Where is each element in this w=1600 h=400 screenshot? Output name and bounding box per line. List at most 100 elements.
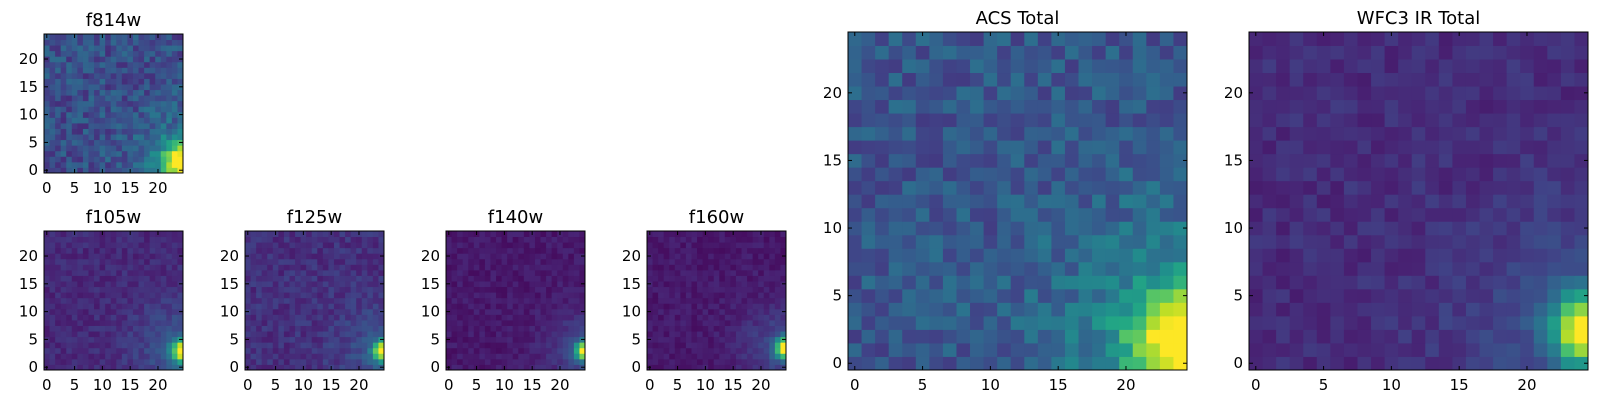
heatmap-cell <box>295 325 302 332</box>
heatmap-cell <box>1493 140 1508 155</box>
heatmap-cell <box>457 358 464 365</box>
heatmap-cell <box>60 56 67 63</box>
heatmap-cell <box>1520 221 1535 236</box>
heatmap-cell <box>512 353 519 360</box>
heatmap-cell <box>741 353 748 360</box>
heatmap-cell <box>573 269 580 276</box>
heatmap-cell <box>350 258 357 265</box>
heatmap-cell <box>523 292 530 299</box>
heatmap-cell <box>501 325 508 332</box>
heatmap-cell <box>94 258 101 265</box>
heatmap-cell <box>121 353 128 360</box>
y-tick-label: 5 <box>229 330 239 348</box>
heatmap-cell <box>339 253 346 260</box>
heatmap-cell <box>1024 99 1039 114</box>
heatmap-cell <box>55 331 62 338</box>
heatmap-cell <box>171 303 178 310</box>
heatmap-cell <box>490 353 497 360</box>
heatmap-cell <box>970 356 985 371</box>
heatmap-cell <box>1064 221 1079 236</box>
heatmap-cell <box>278 292 285 299</box>
heatmap-cell <box>171 100 178 107</box>
heatmap-cell <box>99 275 106 282</box>
heatmap-cell <box>144 78 151 85</box>
heatmap-cell <box>138 281 145 288</box>
heatmap-cell <box>77 128 84 135</box>
heatmap-cell <box>691 353 698 360</box>
heatmap-cell <box>1533 221 1548 236</box>
heatmap-cell <box>356 342 363 349</box>
heatmap-cell <box>468 269 475 276</box>
heatmap-cell <box>741 342 748 349</box>
heatmap-cell <box>138 236 145 243</box>
y-tick-label: 15 <box>421 275 440 293</box>
heatmap-cell <box>1398 288 1413 303</box>
heatmap-cell <box>144 34 151 41</box>
heatmap-cell <box>278 325 285 332</box>
heatmap-cell <box>77 56 84 63</box>
heatmap-cell <box>256 364 263 371</box>
heatmap-cell <box>105 72 112 79</box>
heatmap-cell <box>970 234 985 249</box>
heatmap-cell <box>149 286 156 293</box>
heatmap-cell <box>490 364 497 371</box>
heatmap-cell <box>1493 32 1508 46</box>
heatmap-cell <box>256 353 263 360</box>
heatmap-cell <box>685 331 692 338</box>
heatmap-cell <box>105 253 112 260</box>
heatmap-cell <box>295 303 302 310</box>
heatmap-cell <box>1506 72 1521 87</box>
heatmap-cell <box>1452 32 1467 46</box>
heatmap-cell <box>295 314 302 321</box>
heatmap-cell <box>473 308 480 315</box>
heatmap-cell <box>94 253 101 260</box>
heatmap-cell <box>719 297 726 304</box>
heatmap-cell <box>1398 180 1413 195</box>
heatmap-cell <box>55 100 62 107</box>
heatmap-cell <box>1520 207 1535 222</box>
heatmap-cell <box>468 347 475 354</box>
heatmap-cell <box>60 61 67 68</box>
heatmap-cell <box>250 275 257 282</box>
heatmap-cell <box>501 297 508 304</box>
heatmap-cell <box>970 329 985 344</box>
heatmap-cell <box>902 167 917 182</box>
heatmap-cell <box>562 247 569 254</box>
heatmap-cell <box>1452 288 1467 303</box>
heatmap-cell <box>1276 126 1291 141</box>
heatmap-cell <box>99 111 106 118</box>
heatmap-cell <box>747 275 754 282</box>
heatmap-cell <box>462 275 469 282</box>
heatmap-cell <box>328 308 335 315</box>
heatmap-cell <box>171 45 178 52</box>
heatmap-cell <box>1465 99 1480 114</box>
heatmap-cell <box>1262 261 1277 276</box>
heatmap-cell <box>490 275 497 282</box>
heatmap-cell <box>333 303 340 310</box>
y-tick-label: 5 <box>430 330 440 348</box>
heatmap-cell <box>138 78 145 85</box>
heatmap-cell <box>295 258 302 265</box>
heatmap-cell <box>82 325 89 332</box>
heatmap-cell <box>49 308 56 315</box>
heatmap-cell <box>99 331 106 338</box>
heatmap-cell <box>490 292 497 299</box>
heatmap-cell <box>367 358 374 365</box>
heatmap-cell <box>1249 275 1264 290</box>
heatmap-cell <box>540 336 547 343</box>
heatmap-cell <box>568 286 575 293</box>
heatmap-cell <box>71 242 78 249</box>
heatmap-cell <box>1037 140 1052 155</box>
heatmap-cell <box>462 242 469 249</box>
heatmap-cell <box>1438 194 1453 209</box>
heatmap-cell <box>658 242 665 249</box>
heatmap-cell <box>272 264 279 271</box>
heatmap-cell <box>149 161 156 168</box>
heatmap-cell <box>457 242 464 249</box>
heatmap-cell <box>1037 356 1052 371</box>
heatmap-cell <box>496 308 503 315</box>
heatmap-cell <box>272 342 279 349</box>
heatmap-cell <box>378 303 385 310</box>
heatmap-cell <box>451 297 458 304</box>
heatmap-cell <box>674 247 681 254</box>
